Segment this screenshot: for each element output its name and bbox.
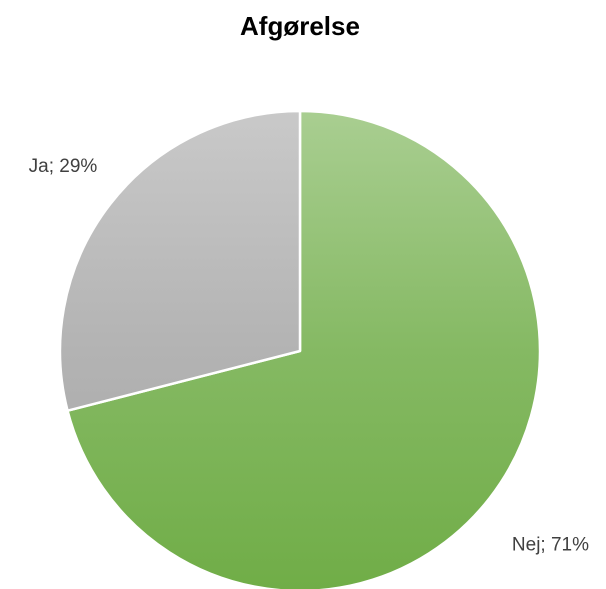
pie-slice: Nej <box>66 109 542 589</box>
pie-slice: Ja <box>58 109 302 412</box>
data-label: Nej; 71% <box>512 534 589 555</box>
data-label: Ja; 29% <box>29 156 98 177</box>
chart-title: Afgørelse <box>240 11 360 41</box>
